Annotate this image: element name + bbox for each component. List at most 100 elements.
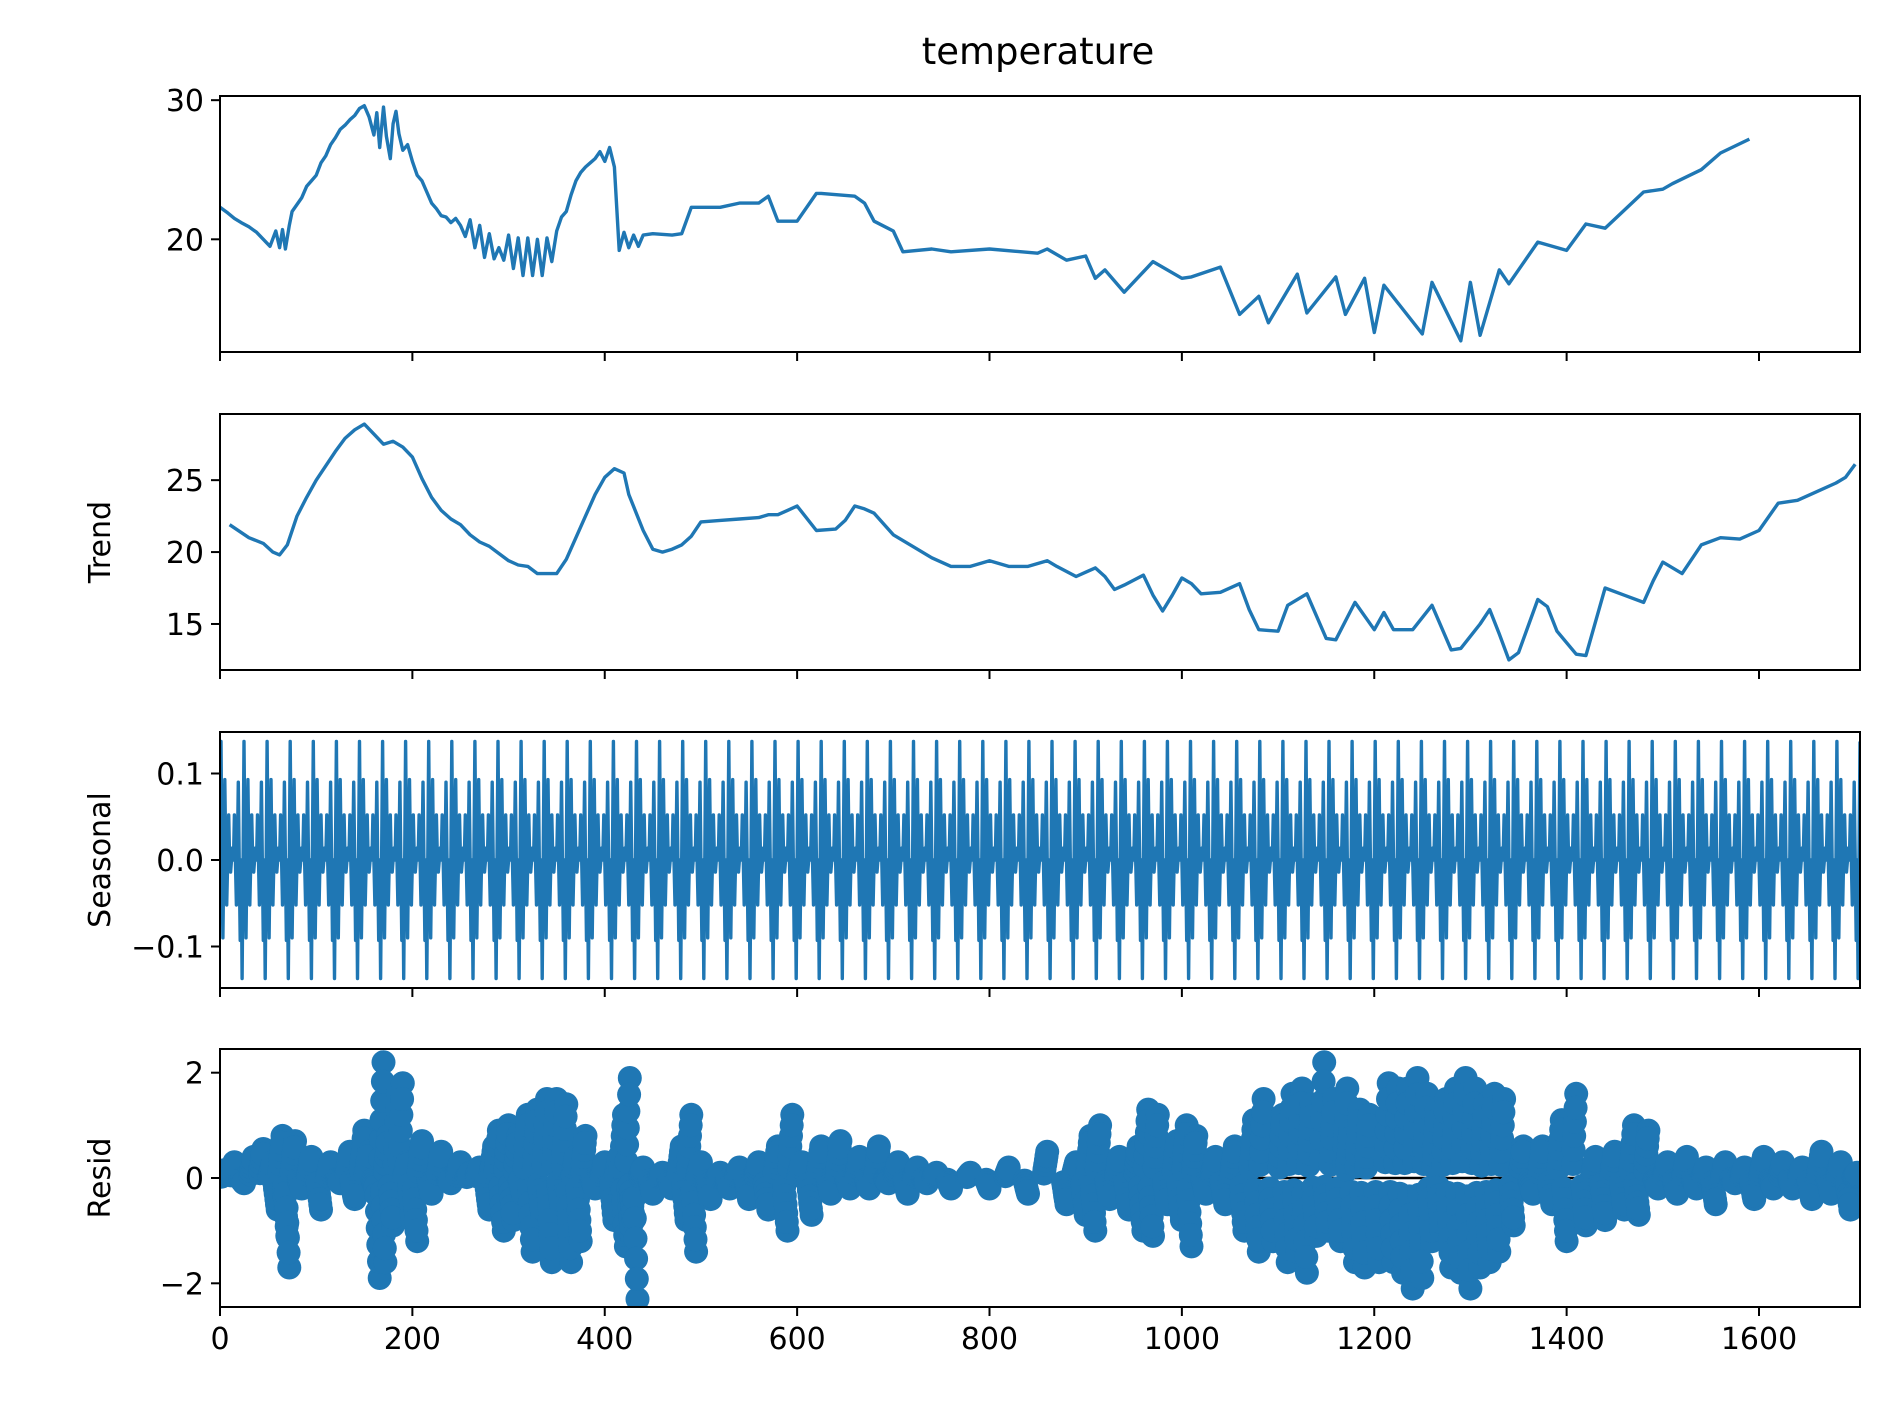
- panel-3: −0.1 0.0 0.1 Seasonal: [83, 731, 1861, 997]
- resid-point: [779, 1113, 804, 1138]
- resid-point: [1751, 1148, 1776, 1173]
- resid-point: [1626, 1196, 1651, 1221]
- resid-point: [623, 1226, 648, 1251]
- x-tick-label: 400: [576, 1322, 633, 1357]
- resid-point: [572, 1130, 597, 1155]
- resid-point: [1311, 1069, 1336, 1094]
- y-tick-label: 2: [185, 1057, 204, 1092]
- resid-point: [342, 1183, 366, 1208]
- resid-point: [808, 1139, 833, 1164]
- resid-point: [1741, 1183, 1766, 1208]
- resid-point: [1808, 1144, 1833, 1169]
- y-axis-label: Seasonal: [83, 792, 118, 928]
- resid-point: [1554, 1218, 1578, 1243]
- resid-point: [1087, 1122, 1112, 1147]
- resid-point: [380, 1205, 405, 1230]
- resid-point: [1799, 1183, 1824, 1208]
- x-tick-label: 600: [768, 1322, 825, 1357]
- resid-point: [1294, 1245, 1319, 1269]
- resid-point: [553, 1104, 578, 1129]
- resid-point: [276, 1240, 301, 1265]
- series-line: [220, 104, 1751, 343]
- resid-point: [1312, 1050, 1337, 1075]
- resid-point: [1674, 1148, 1699, 1173]
- resid-point: [1635, 1126, 1660, 1151]
- x-tick-label: 1200: [1336, 1322, 1412, 1357]
- resid-point: [1563, 1095, 1588, 1120]
- series-line: [228, 422, 1857, 662]
- resid-point: [1486, 1227, 1511, 1252]
- resid-point: [1510, 1139, 1535, 1164]
- plot-area: [220, 1050, 1860, 1307]
- resid-point: [308, 1192, 333, 1217]
- resid-point: [827, 1135, 852, 1160]
- resid-point: [1183, 1130, 1208, 1155]
- resid-point: [298, 1148, 323, 1173]
- resid-point: [1178, 1223, 1203, 1247]
- resid-point: [1573, 1205, 1598, 1230]
- x-tick-label: 1600: [1721, 1322, 1797, 1357]
- resid-point: [678, 1113, 703, 1138]
- resid-point: [404, 1218, 429, 1243]
- axes-frame: [219, 95, 1861, 353]
- resid-point: [617, 1082, 642, 1107]
- resid-point: [1034, 1144, 1059, 1169]
- resid-point: [1145, 1113, 1170, 1138]
- resid-point: [1082, 1209, 1107, 1234]
- y-tick-label: −0.1: [131, 930, 204, 965]
- resid-point: [1703, 1187, 1728, 1212]
- resid-point: [1592, 1201, 1617, 1226]
- resid-point: [1458, 1276, 1483, 1301]
- plot-area: [220, 739, 1860, 981]
- resid-point: [500, 1201, 525, 1226]
- resid-point: [1491, 1100, 1516, 1125]
- resid-point: [519, 1227, 544, 1252]
- resid-point: [1837, 1192, 1860, 1217]
- resid-point: [1501, 1205, 1526, 1230]
- y-tick-label: 0.0: [156, 844, 204, 879]
- resid-point: [1409, 1249, 1434, 1274]
- x-tick-label: 800: [961, 1322, 1018, 1357]
- x-tick-label: 1400: [1528, 1322, 1604, 1357]
- resid-point: [428, 1144, 453, 1169]
- resid-point: [683, 1227, 708, 1252]
- axes-frame: [219, 413, 1861, 671]
- x-tick-label: 200: [384, 1322, 441, 1357]
- y-tick-label: 20: [166, 536, 204, 571]
- chart-title: temperature: [922, 30, 1155, 73]
- panel-2: 15 20 25 Trend: [83, 413, 1861, 679]
- y-axis-label: Resid: [83, 1138, 118, 1219]
- y-tick-label: 30: [166, 84, 204, 119]
- resid-point: [622, 1206, 647, 1231]
- resid-point: [372, 1236, 397, 1261]
- resid-point: [866, 1139, 891, 1164]
- plot-area: [228, 422, 1857, 662]
- y-tick-label: −2: [160, 1267, 204, 1302]
- resid-point: [1251, 1100, 1275, 1125]
- x-tick-label: 0: [210, 1322, 229, 1357]
- y-tick-label: 25: [166, 464, 204, 499]
- resid-point: [409, 1135, 434, 1160]
- resid-point: [697, 1183, 722, 1208]
- y-tick-label: 20: [166, 223, 204, 258]
- resid-point: [798, 1196, 823, 1221]
- resid-point: [371, 1050, 396, 1075]
- resid-point: [568, 1218, 592, 1243]
- resid-point: [624, 1246, 649, 1271]
- y-tick-label: 0: [185, 1162, 204, 1197]
- series-line: [220, 739, 1860, 981]
- resid-point: [1015, 1179, 1040, 1204]
- resid-point: [774, 1209, 799, 1234]
- resid-point: [625, 1287, 650, 1307]
- x-tick-label: 1000: [1144, 1322, 1220, 1357]
- y-tick-label: 0.1: [156, 758, 204, 793]
- resid-point: [1140, 1214, 1165, 1239]
- resid-point: [1844, 1161, 1860, 1186]
- resid-point: [390, 1087, 415, 1111]
- y-tick-label: 15: [166, 608, 204, 643]
- plot-area: [220, 104, 1751, 343]
- resid-point: [539, 1236, 564, 1261]
- y-axis-label: Trend: [83, 501, 118, 584]
